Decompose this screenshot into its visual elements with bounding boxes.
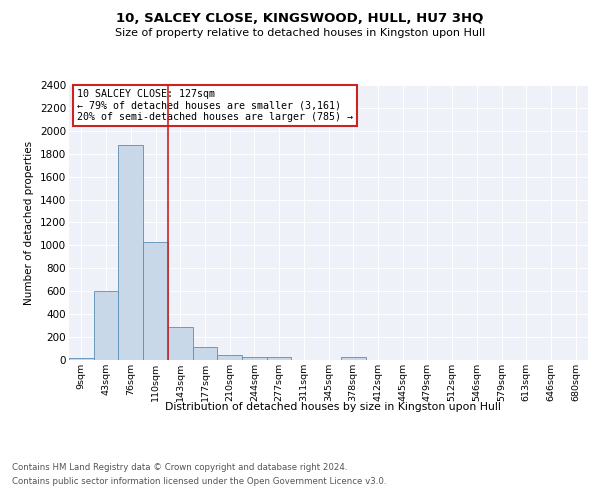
- Bar: [193, 348, 217, 360]
- Text: 10 SALCEY CLOSE: 127sqm
← 79% of detached houses are smaller (3,161)
20% of semi: 10 SALCEY CLOSE: 127sqm ← 79% of detache…: [77, 89, 353, 122]
- Bar: [118, 144, 143, 360]
- Bar: [168, 327, 193, 360]
- Bar: [242, 357, 267, 360]
- Text: Size of property relative to detached houses in Kingston upon Hull: Size of property relative to detached ho…: [115, 28, 485, 38]
- Text: 10, SALCEY CLOSE, KINGSWOOD, HULL, HU7 3HQ: 10, SALCEY CLOSE, KINGSWOOD, HULL, HU7 3…: [116, 12, 484, 26]
- Text: Contains HM Land Registry data © Crown copyright and database right 2024.: Contains HM Land Registry data © Crown c…: [12, 464, 347, 472]
- Bar: [143, 242, 168, 360]
- Bar: [217, 354, 242, 360]
- Text: Contains public sector information licensed under the Open Government Licence v3: Contains public sector information licen…: [12, 477, 386, 486]
- Y-axis label: Number of detached properties: Number of detached properties: [25, 140, 34, 304]
- Bar: [69, 358, 94, 360]
- Bar: [267, 358, 292, 360]
- Text: Distribution of detached houses by size in Kingston upon Hull: Distribution of detached houses by size …: [165, 402, 501, 412]
- Bar: [341, 358, 365, 360]
- Bar: [94, 291, 118, 360]
